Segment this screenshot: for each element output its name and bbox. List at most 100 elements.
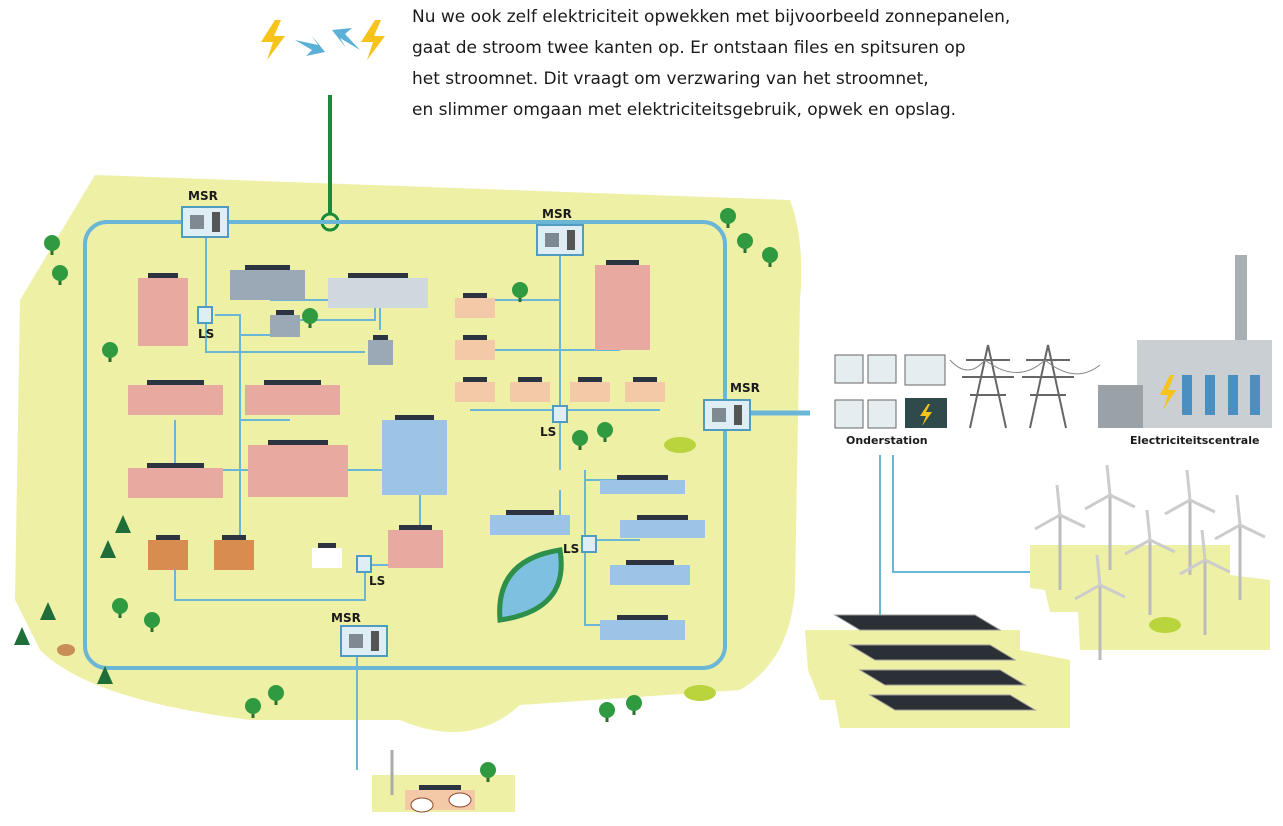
msr-label: MSR bbox=[730, 381, 760, 395]
cow bbox=[411, 798, 433, 812]
bolt bbox=[361, 20, 385, 60]
solar-row bbox=[860, 670, 1025, 685]
building bbox=[270, 315, 300, 337]
page: Nu we ook zelf elektriciteit opwekken me… bbox=[0, 0, 1283, 826]
tree bbox=[302, 308, 318, 324]
building bbox=[620, 520, 705, 538]
deer bbox=[57, 644, 75, 656]
bolt bbox=[261, 20, 285, 60]
window bbox=[1205, 375, 1215, 415]
msr-panel bbox=[212, 212, 220, 232]
roof-solar bbox=[617, 615, 668, 620]
roof-solar bbox=[148, 273, 178, 278]
bush bbox=[684, 685, 716, 701]
building bbox=[600, 620, 685, 640]
roof-solar bbox=[268, 440, 328, 445]
building bbox=[595, 265, 650, 350]
roof-solar bbox=[318, 543, 336, 548]
ls-box bbox=[553, 406, 567, 422]
intro-line: Nu we ook zelf elektriciteit opwekken me… bbox=[412, 7, 1010, 27]
pine bbox=[14, 627, 30, 645]
roof-solar bbox=[222, 535, 246, 540]
building bbox=[510, 382, 550, 402]
msr-panel bbox=[734, 405, 742, 425]
building bbox=[148, 540, 188, 570]
ls-box bbox=[357, 556, 371, 572]
solar-row bbox=[835, 615, 1000, 630]
msr-panel bbox=[371, 631, 379, 651]
msr-box bbox=[704, 400, 750, 430]
roof-solar bbox=[373, 335, 388, 340]
building bbox=[382, 420, 447, 495]
msr-box bbox=[341, 626, 387, 656]
roof-solar bbox=[399, 525, 432, 530]
site-label: Electriciteitscentrale bbox=[1130, 434, 1259, 447]
roof-solar bbox=[276, 310, 294, 315]
tree bbox=[44, 235, 60, 251]
building bbox=[312, 548, 342, 568]
pylon bbox=[962, 345, 1014, 428]
roof-solar bbox=[633, 377, 657, 382]
building bbox=[128, 468, 223, 498]
msr-box bbox=[182, 207, 228, 237]
building bbox=[490, 515, 570, 535]
transformer bbox=[835, 355, 863, 383]
solar-row bbox=[850, 645, 1015, 660]
roof-solar bbox=[463, 335, 487, 340]
building bbox=[328, 278, 428, 308]
tree bbox=[572, 430, 588, 446]
msr-icon bbox=[712, 408, 726, 422]
window bbox=[1250, 375, 1260, 415]
msr-label: MSR bbox=[188, 189, 218, 203]
building bbox=[610, 565, 690, 585]
cable bbox=[893, 455, 1030, 572]
arrow bbox=[295, 36, 325, 56]
power-lines bbox=[950, 360, 1100, 374]
roof-solar bbox=[348, 273, 408, 278]
bush bbox=[1149, 617, 1181, 633]
msr-label: MSR bbox=[331, 611, 361, 625]
building bbox=[570, 382, 610, 402]
tree bbox=[480, 762, 496, 778]
intro-line: gaat de stroom twee kanten op. Er ontsta… bbox=[412, 38, 966, 58]
building bbox=[230, 270, 305, 300]
solar-row bbox=[870, 695, 1035, 710]
tree bbox=[762, 247, 778, 263]
building bbox=[600, 480, 685, 494]
roof-solar bbox=[245, 265, 290, 270]
msr-icon bbox=[349, 634, 363, 648]
plant-annex bbox=[1098, 385, 1143, 428]
roof-solar bbox=[395, 415, 434, 420]
transformer bbox=[905, 355, 945, 385]
tree bbox=[102, 342, 118, 358]
roof-solar bbox=[463, 377, 487, 382]
ls-box bbox=[582, 536, 596, 552]
msr-box bbox=[537, 225, 583, 255]
tree bbox=[737, 233, 753, 249]
intro-line: en slimmer omgaan met elektriciteitsgebr… bbox=[412, 100, 956, 120]
roof-solar bbox=[637, 515, 688, 520]
roof-solar bbox=[606, 260, 639, 265]
building bbox=[368, 340, 393, 365]
ls-label: LS bbox=[369, 574, 385, 588]
ls-label: LS bbox=[540, 425, 556, 439]
tree bbox=[599, 702, 615, 718]
transformer bbox=[868, 400, 896, 428]
msr-panel bbox=[567, 230, 575, 250]
roof-solar bbox=[463, 293, 487, 298]
building bbox=[248, 445, 348, 497]
intro-line: het stroomnet. Dit vraagt om verzwaring … bbox=[412, 69, 929, 89]
building bbox=[455, 382, 495, 402]
scenery bbox=[14, 20, 1272, 812]
transformer bbox=[868, 355, 896, 383]
roof-solar bbox=[264, 380, 321, 385]
tree bbox=[512, 282, 528, 298]
window bbox=[1228, 375, 1238, 415]
building bbox=[455, 298, 495, 318]
illustration: Nu we ook zelf elektriciteit opwekken me… bbox=[0, 0, 1283, 826]
tree bbox=[245, 698, 261, 714]
tree bbox=[720, 208, 736, 224]
building bbox=[625, 382, 665, 402]
bush bbox=[664, 437, 696, 453]
roof-solar bbox=[506, 510, 554, 515]
